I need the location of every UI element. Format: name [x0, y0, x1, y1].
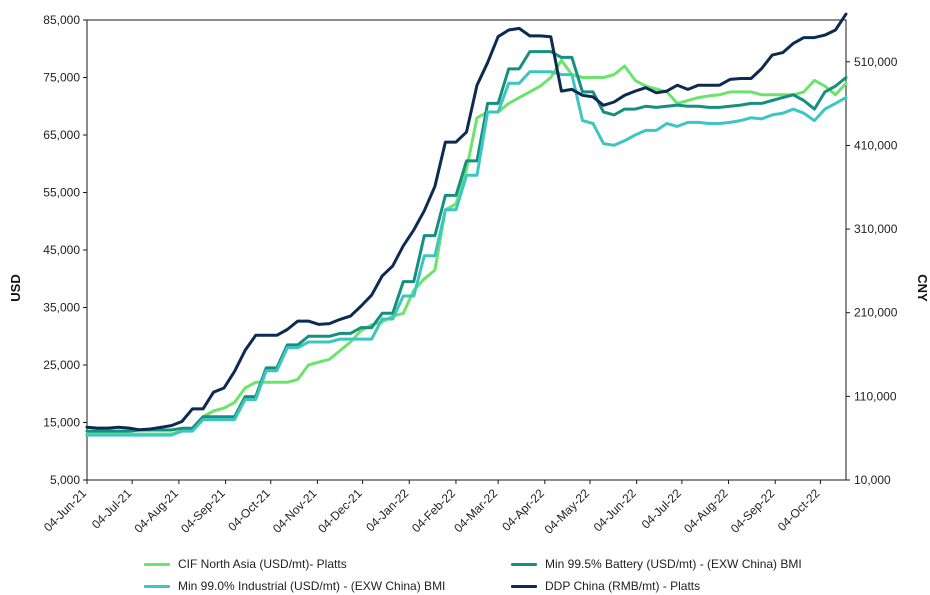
x-tick-label: 04-Nov-21: [270, 486, 320, 536]
legend-swatch-ddp-china: [511, 584, 537, 588]
legend-item-cif-north-asia: CIF North Asia (USD/mt)- Platts: [144, 557, 347, 571]
series-line-min-99-5-battery-usd-mt-exw-china-bmi: [85, 50, 848, 433]
y-left-tick-label: 35,000: [43, 301, 80, 315]
legend-swatch-cif-north-asia: [144, 562, 170, 566]
y-axis-right-title: CNY: [915, 274, 930, 302]
y-right-tick-label: 10,000: [854, 473, 891, 487]
legend: CIF North Asia (USD/mt)- Platts Min 99.5…: [0, 548, 930, 595]
x-tick-label: 04-Aug-22: [681, 486, 731, 536]
y-left-tick-label: 5,000: [50, 473, 80, 487]
x-tick-label: 04-Jul-21: [89, 486, 135, 532]
y-right-tick-label: 110,000: [854, 389, 897, 403]
series-line-ddp-china-rmb-mt-platts: [85, 12, 848, 432]
x-tick-label: 04-Feb-22: [409, 486, 458, 535]
x-tick-label: 04-May-22: [542, 486, 593, 537]
x-tick-label: 04-Sep-22: [728, 486, 778, 536]
y-right-tick-label: 510,000: [854, 55, 898, 69]
y-left-tick-label: 65,000: [43, 128, 80, 142]
plot-area-frame: [86, 19, 847, 481]
y-right-tick-label: 310,000: [854, 222, 898, 236]
x-tick-label: 04-Jul-22: [639, 486, 685, 532]
legend-item-min-99-0-industrial: Min 99.0% Industrial (USD/mt) - (EXW Chi…: [144, 579, 445, 593]
x-tick-label: 04-Sep-21: [178, 486, 228, 536]
y-left-tick-label: 55,000: [43, 186, 80, 200]
x-tick-label: 04-Jun-21: [41, 486, 89, 534]
x-tick-label: 04-Aug-21: [131, 486, 181, 536]
y-left-tick-label: 45,000: [43, 243, 80, 257]
legend-label-ddp-china: DDP China (RMB/mt) - Platts: [545, 579, 701, 593]
y-axis-left-title: USD: [8, 274, 23, 301]
series-line-cif-north-asia-usd-mt-platts: [85, 58, 848, 436]
y-right-tick-label: 210,000: [854, 306, 898, 320]
y-right-tick-label: 410,000: [854, 138, 898, 152]
x-tick-label: 04-Jan-22: [363, 486, 411, 534]
legend-item-min-99-5-battery: Min 99.5% Battery (USD/mt) - (EXW China)…: [511, 557, 802, 571]
legend-item-ddp-china: DDP China (RMB/mt) - Platts: [511, 579, 700, 593]
x-tick-label: 04-Mar-22: [451, 486, 500, 535]
x-tick-label: 04-Oct-22: [775, 486, 823, 534]
x-tick-label: 04-Jun-22: [591, 486, 639, 534]
y-left-tick-label: 85,000: [43, 13, 80, 27]
line-chart: 5,000 15,000 25,000 35,000 45,000 55,000 65,00…: [8, 12, 930, 537]
x-tick-label: 04-Dec-21: [315, 486, 365, 536]
x-tick-label: 04-Apr-22: [499, 486, 547, 534]
legend-swatch-min-99-5-battery: [511, 562, 537, 566]
y-left-tick-label: 75,000: [43, 71, 80, 85]
legend-label-cif-north-asia: CIF North Asia (USD/mt)- Platts: [178, 557, 347, 571]
legend-swatch-min-99-0-industrial: [144, 584, 170, 588]
y-left-tick-label: 25,000: [43, 358, 80, 372]
y-left-tick-label: 15,000: [43, 416, 80, 430]
series-line-min-99-0-industrial-usd-mt-exw-china-bmi: [85, 70, 848, 437]
legend-label-min-99-0-industrial: Min 99.0% Industrial (USD/mt) - (EXW Chi…: [178, 579, 446, 593]
legend-label-min-99-5-battery: Min 99.5% Battery (USD/mt) - (EXW China)…: [545, 557, 802, 571]
x-tick-label: 04-Oct-21: [225, 486, 273, 534]
